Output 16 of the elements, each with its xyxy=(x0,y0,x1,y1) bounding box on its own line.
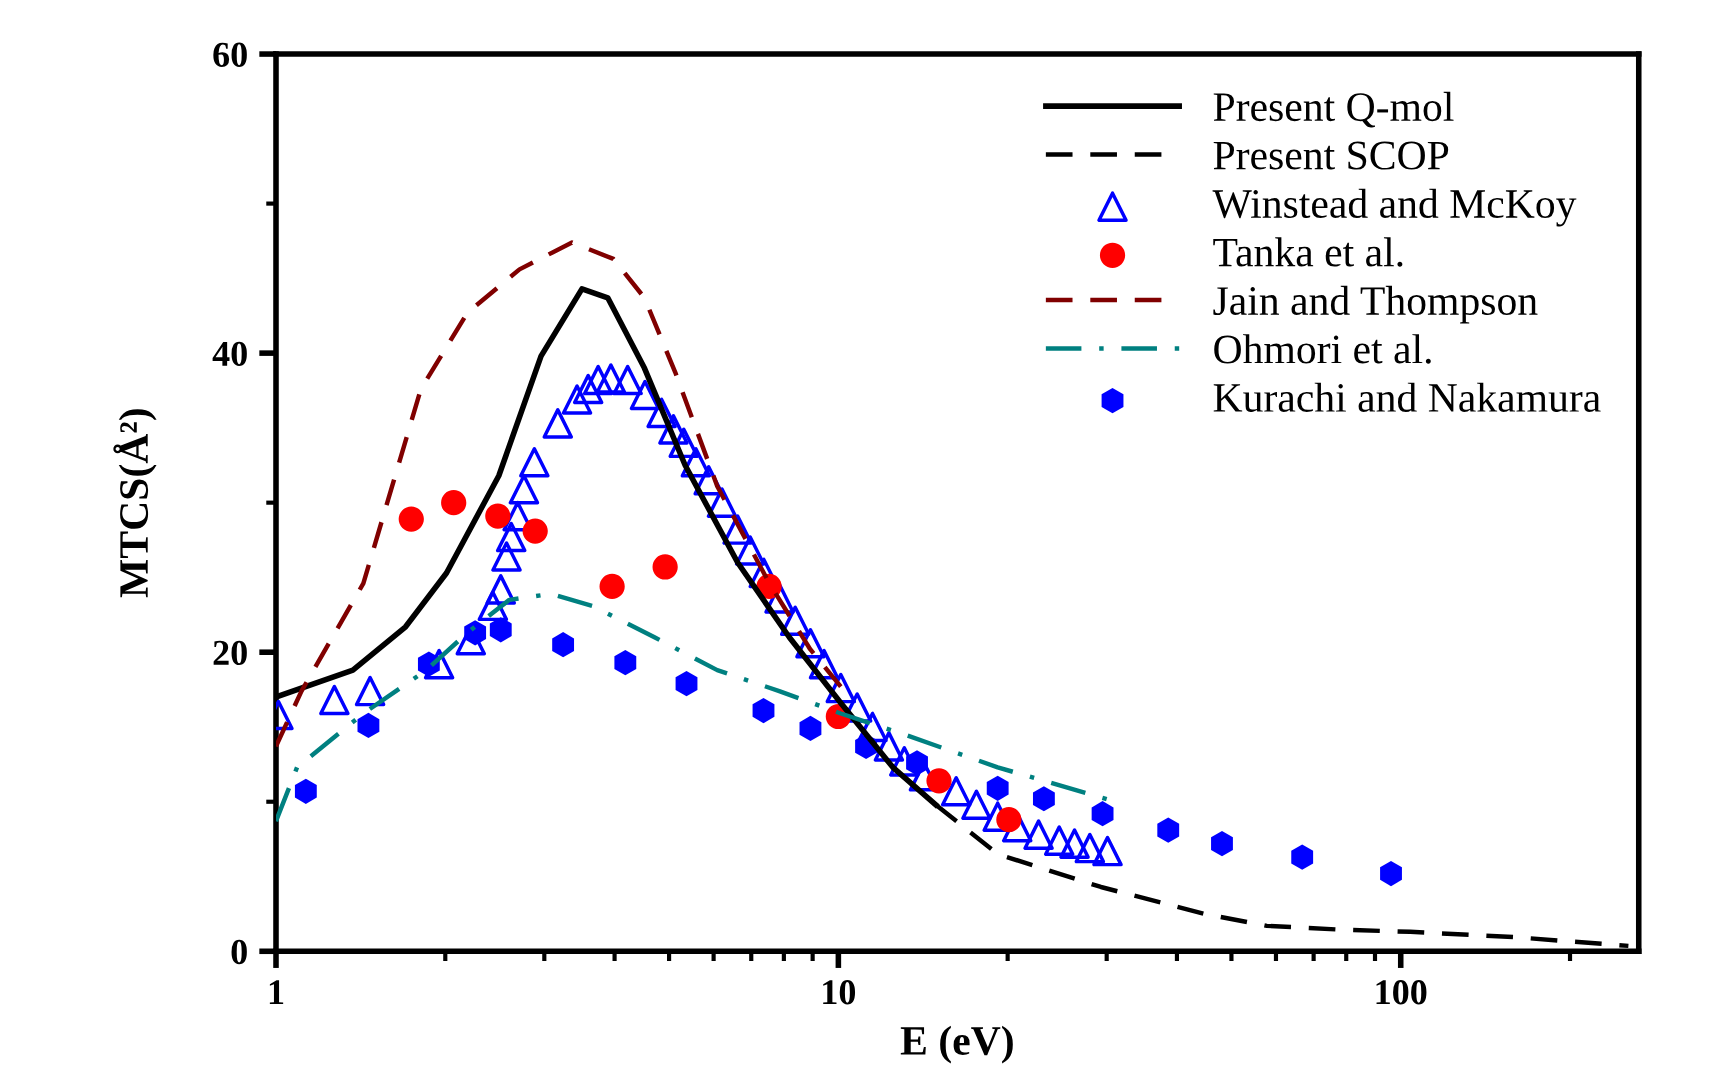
legend-label: Ohmori et al. xyxy=(1214,334,1431,364)
legend-label: Winstead and McKoy xyxy=(1212,188,1577,227)
x-tick-label: 10 xyxy=(823,980,856,1005)
y-tick-label: 0 xyxy=(231,939,247,965)
y-axis-title: MTCS(Å²) xyxy=(113,409,157,598)
x-axis-title: E (eV) xyxy=(900,1025,1013,1064)
x-tick-label: 1 xyxy=(269,980,284,1005)
legend-label: Tanka et al. xyxy=(1213,237,1403,267)
legend-label: Present Q-mol xyxy=(1213,91,1454,128)
legend-label: Kurachi and Nakamura xyxy=(1213,382,1601,412)
legend-label: Jain and Thompson xyxy=(1213,285,1538,324)
y-tick-label: 60 xyxy=(213,42,247,67)
y-tick-label: 20 xyxy=(213,640,247,666)
y-tick-label: 40 xyxy=(212,341,247,367)
legend-label: Present SCOP xyxy=(1213,141,1449,170)
x-tick-label: 100 xyxy=(1376,980,1427,1005)
